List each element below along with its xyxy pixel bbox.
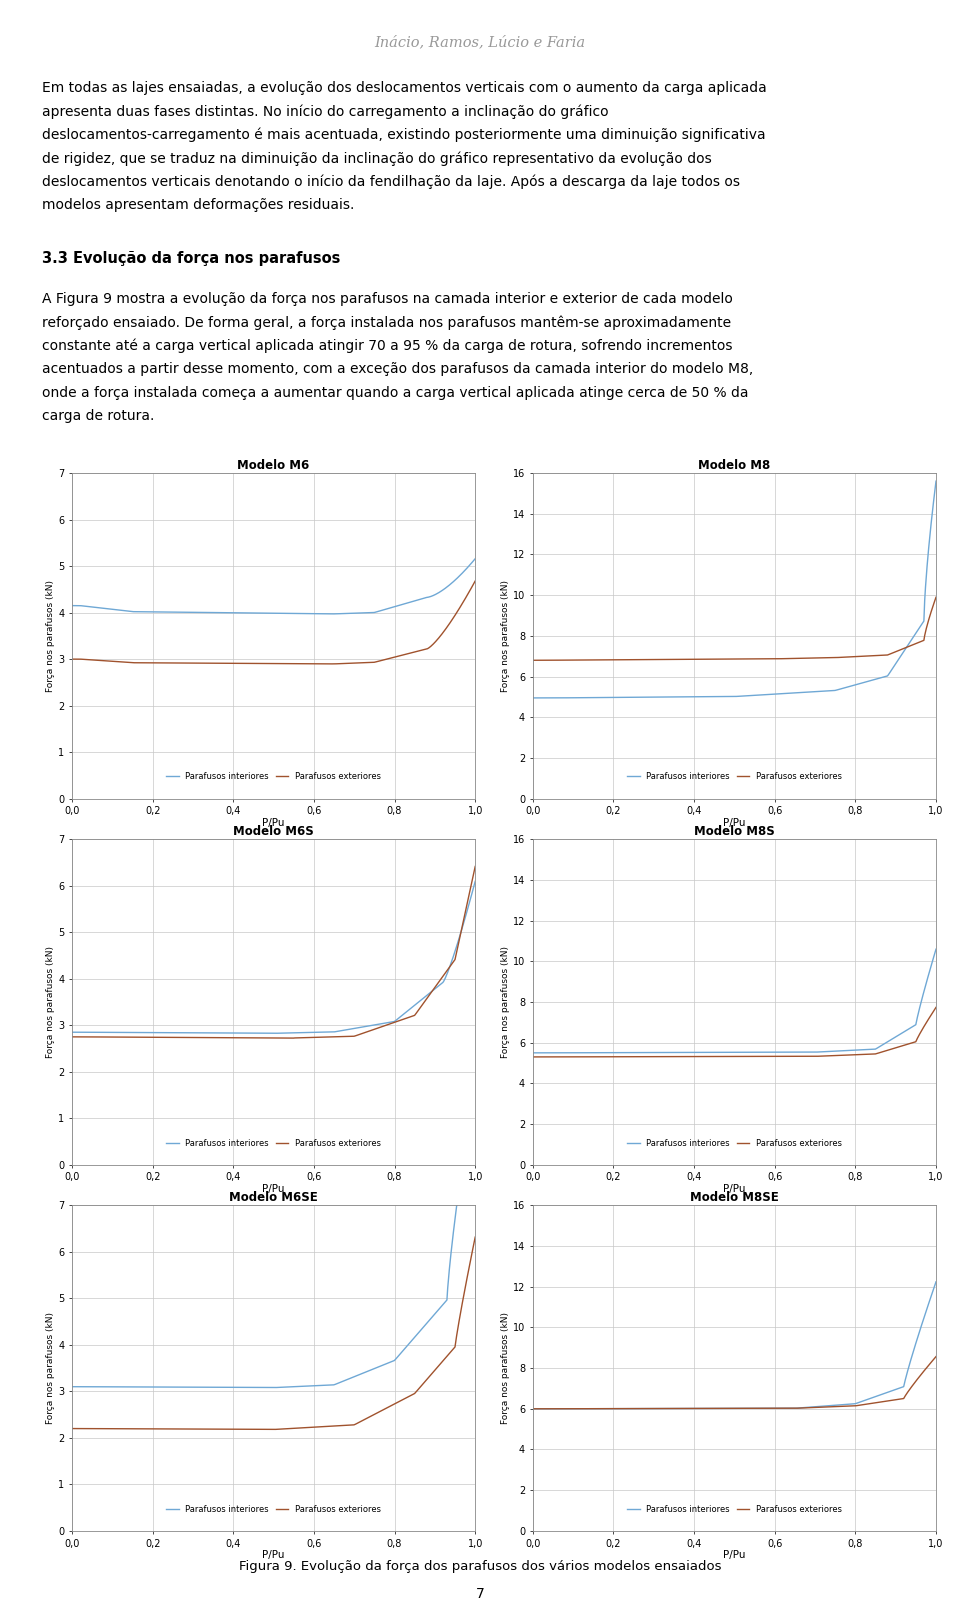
- Y-axis label: Força nos parafusos (kN): Força nos parafusos (kN): [501, 1312, 510, 1424]
- Text: apresenta duas fases distintas. No início do carregamento a inclinação do gráfic: apresenta duas fases distintas. No iníci…: [42, 104, 609, 118]
- Title: Modelo M6: Modelo M6: [237, 458, 310, 471]
- Title: Modelo M8: Modelo M8: [698, 458, 771, 471]
- Text: onde a força instalada começa a aumentar quando a carga vertical aplicada atinge: onde a força instalada começa a aumentar…: [42, 386, 749, 400]
- Title: Modelo M8S: Modelo M8S: [694, 825, 775, 838]
- Text: carga de rotura.: carga de rotura.: [42, 410, 155, 423]
- Y-axis label: Força nos parafusos (kN): Força nos parafusos (kN): [46, 946, 56, 1058]
- Legend: Parafusos interiores, Parafusos exteriores: Parafusos interiores, Parafusos exterior…: [163, 1502, 384, 1516]
- Text: reforçado ensaiado. De forma geral, a força instalada nos parafusos mantêm-se ap: reforçado ensaiado. De forma geral, a fo…: [42, 314, 732, 329]
- Y-axis label: Força nos parafusos (kN): Força nos parafusos (kN): [46, 580, 56, 692]
- Title: Modelo M8SE: Modelo M8SE: [690, 1191, 779, 1204]
- Title: Modelo M6SE: Modelo M6SE: [229, 1191, 318, 1204]
- Text: deslocamentos-carregamento é mais acentuada, existindo posteriormente uma diminu: deslocamentos-carregamento é mais acentu…: [42, 128, 766, 143]
- Legend: Parafusos interiores, Parafusos exteriores: Parafusos interiores, Parafusos exterior…: [624, 1136, 845, 1150]
- Text: constante até a carga vertical aplicada atingir 70 a 95 % da carga de rotura, so: constante até a carga vertical aplicada …: [42, 339, 732, 353]
- X-axis label: P/Pu: P/Pu: [262, 818, 285, 828]
- Text: modelos apresentam deformações residuais.: modelos apresentam deformações residuais…: [42, 199, 354, 212]
- Y-axis label: Força nos parafusos (kN): Força nos parafusos (kN): [46, 1312, 56, 1424]
- Text: 3.3 Evolução da força nos parafusos: 3.3 Evolução da força nos parafusos: [42, 251, 341, 266]
- Text: Em todas as lajes ensaiadas, a evolução dos deslocamentos verticais com o aument: Em todas as lajes ensaiadas, a evolução …: [42, 81, 767, 96]
- Legend: Parafusos interiores, Parafusos exteriores: Parafusos interiores, Parafusos exterior…: [163, 770, 384, 784]
- Text: deslocamentos verticais denotando o início da fendilhação da laje. Após a descar: deslocamentos verticais denotando o iníc…: [42, 175, 740, 190]
- Text: Inácio, Ramos, Lúcio e Faria: Inácio, Ramos, Lúcio e Faria: [374, 36, 586, 50]
- Text: A Figura 9 mostra a evolução da força nos parafusos na camada interior e exterio: A Figura 9 mostra a evolução da força no…: [42, 292, 733, 306]
- X-axis label: P/Pu: P/Pu: [262, 1184, 285, 1194]
- Text: acentuados a partir desse momento, com a exceção dos parafusos da camada interio: acentuados a partir desse momento, com a…: [42, 363, 754, 376]
- Text: Figura 9. Evolução da força dos parafusos dos vários modelos ensaiados: Figura 9. Evolução da força dos parafuso…: [239, 1560, 721, 1573]
- Title: Modelo M6S: Modelo M6S: [233, 825, 314, 838]
- Legend: Parafusos interiores, Parafusos exteriores: Parafusos interiores, Parafusos exterior…: [624, 1502, 845, 1516]
- Y-axis label: Força nos parafusos (kN): Força nos parafusos (kN): [501, 946, 510, 1058]
- Legend: Parafusos interiores, Parafusos exteriores: Parafusos interiores, Parafusos exterior…: [163, 1136, 384, 1150]
- Y-axis label: Força nos parafusos (kN): Força nos parafusos (kN): [501, 580, 510, 692]
- Text: de rigidez, que se traduz na diminuição da inclinação do gráfico representativo : de rigidez, que se traduz na diminuição …: [42, 152, 712, 165]
- X-axis label: P/Pu: P/Pu: [723, 1184, 746, 1194]
- Legend: Parafusos interiores, Parafusos exteriores: Parafusos interiores, Parafusos exterior…: [624, 770, 845, 784]
- X-axis label: P/Pu: P/Pu: [723, 818, 746, 828]
- X-axis label: P/Pu: P/Pu: [723, 1550, 746, 1560]
- Text: 7: 7: [475, 1586, 485, 1601]
- X-axis label: P/Pu: P/Pu: [262, 1550, 285, 1560]
